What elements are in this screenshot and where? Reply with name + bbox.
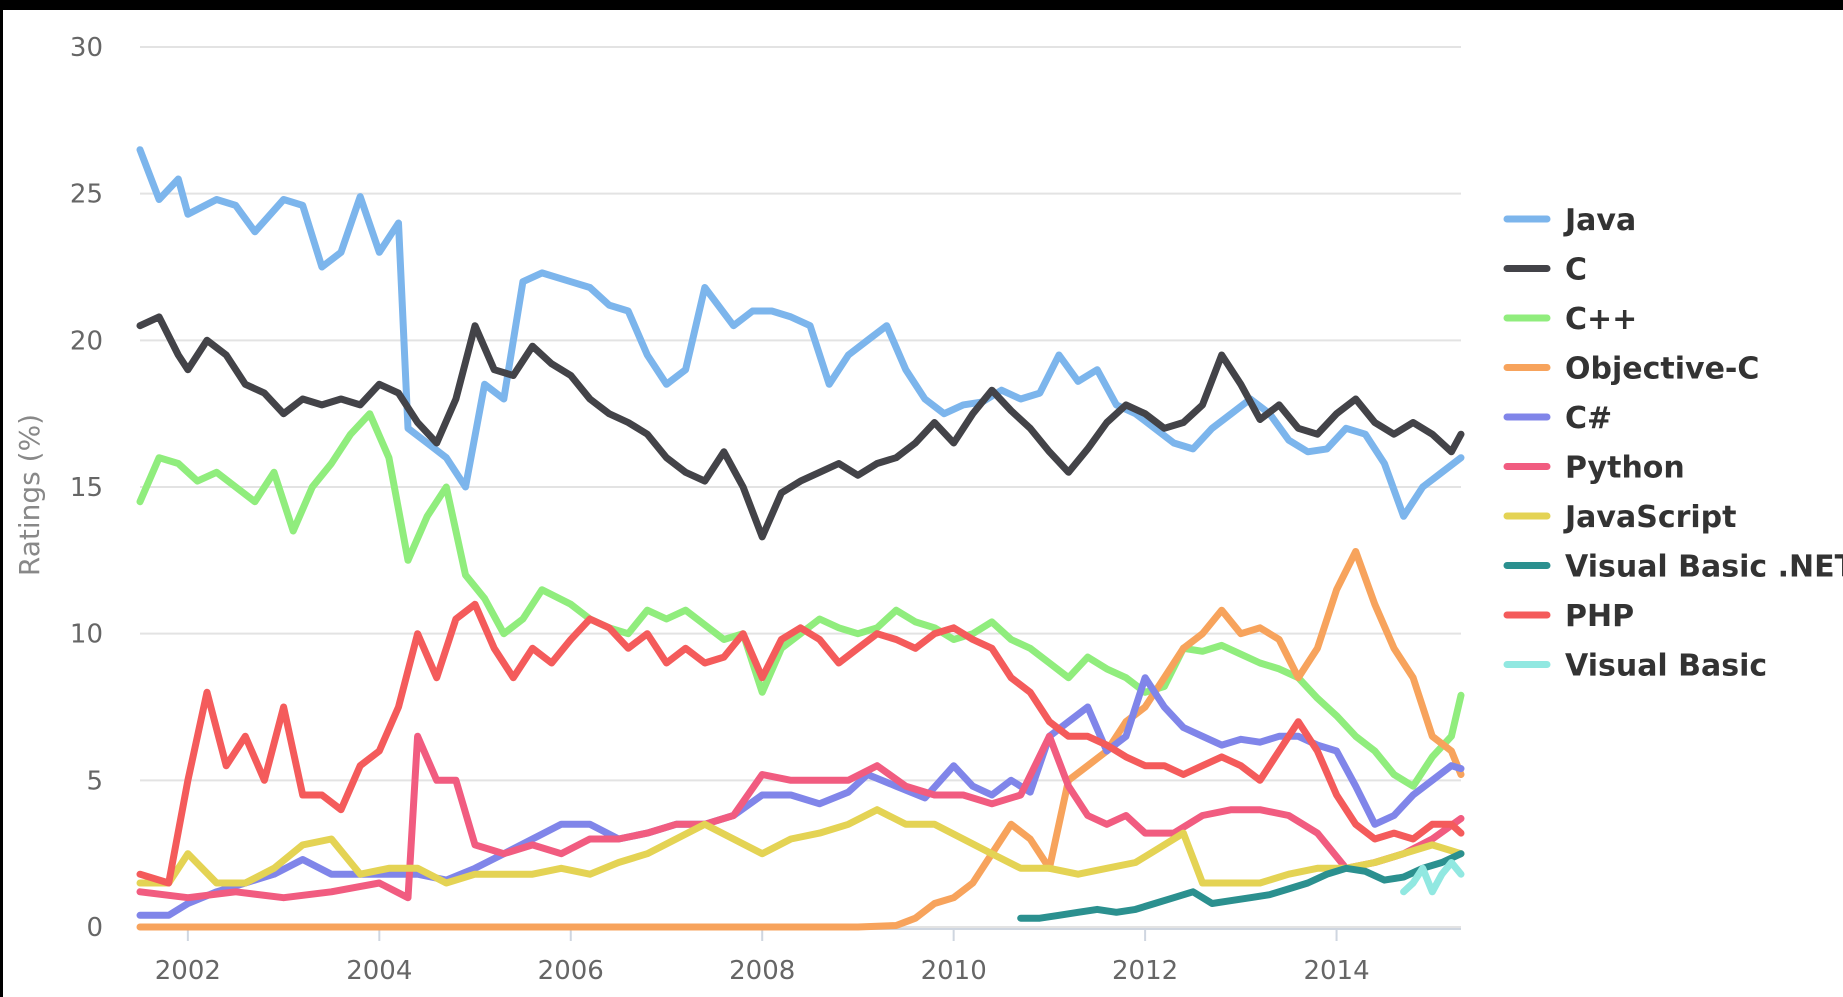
x-tick-label: 2012	[1112, 956, 1178, 986]
y-tick-label: 15	[70, 473, 103, 503]
legend-label: JavaScript	[1563, 500, 1737, 535]
series-line-c	[136, 313, 1465, 541]
legend-label: C++	[1565, 302, 1637, 337]
series-line-c	[136, 410, 1465, 790]
y-tick-label: 10	[70, 620, 103, 650]
x-tick-label: 2002	[155, 956, 221, 986]
legend-item-objective-c[interactable]: Objective-C	[1503, 352, 1759, 387]
series-line-java	[136, 146, 1465, 520]
legend-item-java[interactable]: Java	[1503, 203, 1636, 238]
y-tick-label: 30	[70, 33, 103, 63]
y-axis-label: Ratings (%)	[13, 414, 46, 576]
y-axis-ticks: 0 5 10 15 20 25 30	[70, 33, 103, 943]
series-line-visual-basic-net	[1017, 850, 1465, 922]
legend: Java C C++ Objective-C C# Python JavaScript Vis…	[1503, 203, 1843, 684]
legend-label: C	[1565, 253, 1587, 288]
legend-label: Visual Basic	[1565, 649, 1767, 684]
y-tick-label: 20	[70, 326, 103, 356]
x-tick-label: 2010	[921, 956, 987, 986]
x-tick-label: 2014	[1303, 956, 1369, 986]
legend-item-php[interactable]: PHP	[1503, 599, 1634, 634]
y-tick-label: 5	[86, 766, 103, 796]
legend-label: Java	[1563, 203, 1636, 238]
series-line-php	[136, 600, 1465, 887]
legend-item-c[interactable]: C#	[1503, 401, 1612, 436]
legend-label: PHP	[1565, 599, 1634, 634]
y-tick-label: 25	[70, 180, 103, 210]
x-tick-label: 2008	[729, 956, 795, 986]
legend-label: C#	[1565, 401, 1612, 436]
legend-item-c[interactable]: C++	[1503, 302, 1637, 337]
legend-item-python[interactable]: Python	[1503, 451, 1685, 486]
chart-panel: 0 5 10 15 20 25 30 2002 2004 2006 2008 2010 2012 201…	[3, 10, 1843, 997]
x-tick-label: 2004	[346, 956, 412, 986]
series-line-visual-basic	[1400, 859, 1465, 896]
legend-item-c[interactable]: C	[1503, 253, 1587, 288]
legend-item-javascript[interactable]: JavaScript	[1503, 500, 1737, 535]
x-axis-ticks: 2002 2004 2006 2008 2010 2012 2014	[155, 929, 1370, 986]
legend-item-visual-basic-net[interactable]: Visual Basic .NET	[1503, 550, 1843, 585]
legend-label: Visual Basic .NET	[1565, 550, 1843, 585]
series-line-python	[136, 732, 1465, 902]
line-chart: 0 5 10 15 20 25 30 2002 2004 2006 2008 2010 2012 201…	[13, 33, 1843, 986]
legend-item-visual-basic[interactable]: Visual Basic	[1503, 649, 1767, 684]
legend-label: Objective-C	[1565, 352, 1759, 387]
legend-label: Python	[1565, 451, 1685, 486]
series-line-objective-c	[136, 548, 1465, 931]
x-tick-label: 2006	[538, 956, 604, 986]
series-line-javascript	[136, 806, 1465, 887]
series-lines	[136, 146, 1465, 931]
y-tick-label: 0	[86, 913, 103, 943]
